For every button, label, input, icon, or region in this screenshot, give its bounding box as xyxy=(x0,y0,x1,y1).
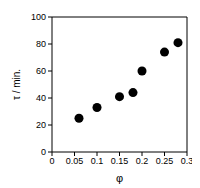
svg-text:0.25: 0.25 xyxy=(156,156,174,166)
svg-text:100: 100 xyxy=(31,12,46,22)
svg-text:0: 0 xyxy=(41,147,46,157)
svg-text:0: 0 xyxy=(49,156,54,166)
svg-text:40: 40 xyxy=(36,93,46,103)
svg-text:60: 60 xyxy=(36,66,46,76)
svg-text:τ / min.: τ / min. xyxy=(11,69,22,100)
svg-text:0.05: 0.05 xyxy=(66,156,84,166)
svg-text:0.3: 0.3 xyxy=(181,156,192,166)
svg-text:80: 80 xyxy=(36,39,46,49)
svg-text:φ: φ xyxy=(116,172,123,184)
svg-text:0.1: 0.1 xyxy=(91,156,104,166)
svg-text:0.15: 0.15 xyxy=(111,156,129,166)
svg-text:20: 20 xyxy=(36,120,46,130)
svg-text:0.2: 0.2 xyxy=(136,156,149,166)
